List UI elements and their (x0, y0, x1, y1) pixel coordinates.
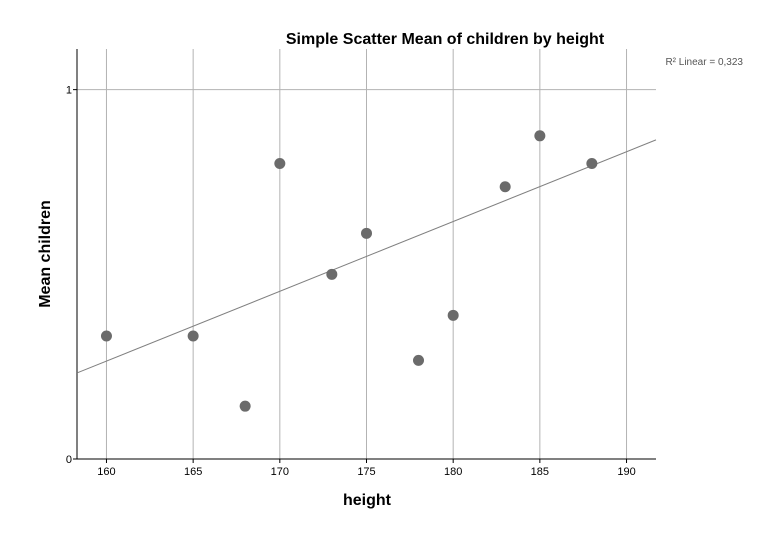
x-tick-label-185: 185 (531, 466, 549, 478)
data-point-10 (586, 158, 598, 170)
r2-linear-label: R² Linear = 0,323 (665, 57, 743, 68)
x-axis-title: height (343, 492, 392, 509)
y-tick-label-0: 0 (66, 454, 72, 466)
x-tick-label-175: 175 (357, 466, 375, 478)
y-tick-labels: 01 (66, 85, 77, 466)
y-tick-label-1: 1 (66, 85, 72, 97)
data-point-5 (361, 227, 372, 239)
data-point-6 (413, 354, 425, 366)
data-point-3 (274, 158, 286, 170)
data-points (100, 130, 598, 412)
data-point-0 (100, 330, 112, 342)
chart-title: Simple Scatter Mean of children by heigh… (286, 31, 605, 48)
data-point-7 (447, 309, 459, 321)
x-tick-label-165: 165 (184, 466, 202, 478)
data-point-4 (326, 268, 338, 280)
linear-fit-line (76, 139, 657, 374)
x-tick-label-190: 190 (617, 466, 635, 478)
x-tick-labels: 160 165 170 175 180 185 190 (97, 459, 636, 478)
x-tick-label-170: 170 (271, 466, 289, 478)
data-point-2 (239, 400, 251, 412)
data-point-8 (499, 181, 511, 193)
x-tick-label-160: 160 (97, 466, 115, 478)
x-tick-label-180: 180 (444, 466, 462, 478)
y-axis-title: Mean children (37, 200, 54, 308)
data-point-1 (187, 330, 199, 342)
data-point-9 (534, 130, 546, 142)
gridlines (77, 49, 656, 459)
